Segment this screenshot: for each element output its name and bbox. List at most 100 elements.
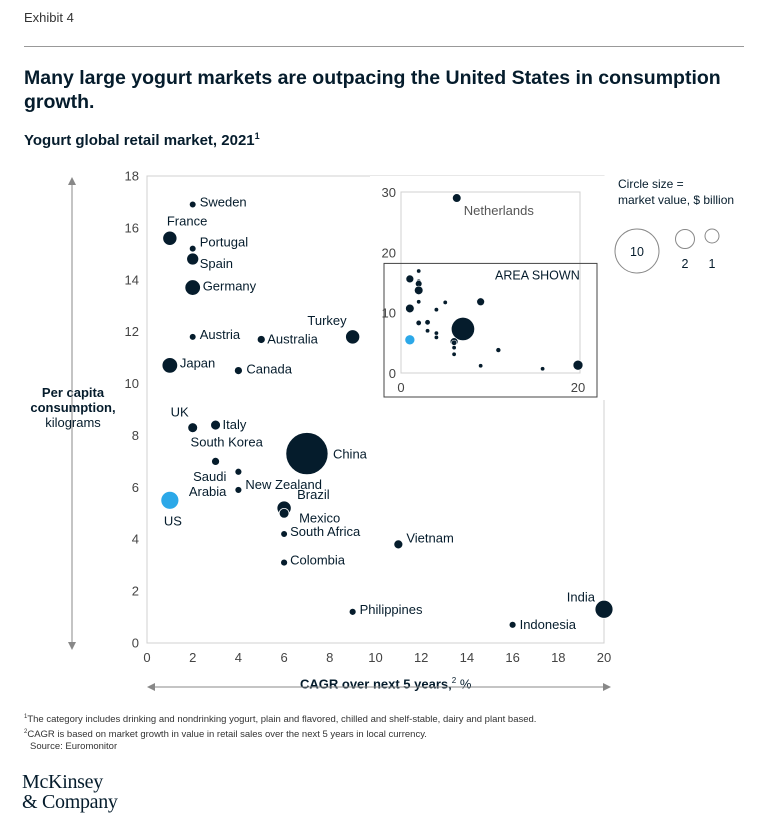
- x-tick-label: 0: [143, 650, 150, 665]
- data-point: [280, 530, 288, 538]
- logo-line1: McKinsey: [22, 771, 103, 793]
- inset-data-point: [442, 299, 448, 305]
- subtitle-text: Yogurt global retail market, 2021: [24, 132, 255, 149]
- data-label: France: [167, 213, 207, 228]
- chart-marks: Sweden France Portugal Spain Germany Austria A…: [160, 195, 614, 632]
- subtitle-footnote-mark: 1: [254, 131, 260, 141]
- size-legend-line1: Circle size =: [618, 177, 684, 191]
- inset-x-tick-label: 20: [571, 380, 585, 395]
- data-label: Portugal: [200, 235, 249, 250]
- y-arrow-up-icon: [68, 177, 76, 185]
- data-label: Canada: [246, 362, 292, 377]
- inset-data-point: [540, 366, 546, 372]
- size-legend-value: 10: [630, 245, 644, 259]
- data-label: Australia: [267, 331, 318, 346]
- y-tick-label: 4: [132, 532, 139, 547]
- inset-data-point: [451, 345, 457, 351]
- y-tick-label: 0: [132, 636, 139, 651]
- footnote-2: 2CAGR is based on market growth in value…: [24, 729, 427, 741]
- inset-x-tick-label: 0: [397, 380, 404, 395]
- inset-data-point: [414, 285, 424, 295]
- x-tick-label: 16: [505, 650, 519, 665]
- inset-y-tick-label: 20: [382, 245, 396, 260]
- x-tick-label: 10: [368, 650, 382, 665]
- x-axis-label-unit: %: [459, 676, 472, 692]
- inset-data-label: Netherlands: [464, 203, 535, 218]
- data-point: [188, 333, 197, 341]
- x-tick-label: 8: [326, 650, 333, 665]
- logo-line2: & Company: [22, 791, 118, 813]
- data-point: [188, 244, 197, 253]
- size-legend-value: 1: [709, 257, 716, 271]
- data-label: Japan: [180, 355, 215, 370]
- x-arrow-right-icon: [603, 683, 611, 691]
- data-point: [233, 366, 243, 376]
- data-label: Sweden: [200, 195, 247, 210]
- x-tick-label: 6: [280, 650, 287, 665]
- inset-background: [370, 176, 606, 400]
- y-axis-label-unit: kilograms: [45, 415, 101, 430]
- data-point: [508, 620, 517, 629]
- inset-data-point: [425, 328, 431, 334]
- data-label: US: [164, 513, 182, 528]
- data-label: Germany: [203, 279, 257, 294]
- inset-data-point: [405, 274, 415, 284]
- data-point: [210, 419, 221, 431]
- data-point: [256, 335, 266, 344]
- data-label: Austria: [200, 327, 241, 342]
- x-axis-label-bold: CAGR over next 5 years,: [300, 676, 452, 692]
- y-axis-label: Per capita consumption, kilograms: [16, 385, 130, 430]
- data-label: China: [333, 447, 368, 462]
- exhibit-label: Exhibit 4: [24, 10, 74, 25]
- data-point: [188, 200, 197, 209]
- data-label: New Zealand: [245, 477, 322, 492]
- x-tick-label: 2: [189, 650, 196, 665]
- y-tick-label: 18: [125, 169, 139, 184]
- data-point: [234, 467, 243, 476]
- size-legend-title: Circle size = market value, $ billion: [618, 176, 758, 208]
- y-tick-label: 8: [132, 428, 139, 443]
- size-legend-value: 2: [682, 257, 689, 271]
- source-note: Source: Euromonitor: [30, 741, 118, 753]
- data-label: Italy: [223, 417, 247, 432]
- data-point: [161, 357, 179, 374]
- x-tick-label: 4: [235, 650, 242, 665]
- inset-data-point: [495, 347, 502, 353]
- data-point: [278, 507, 290, 519]
- y-tick-label: 2: [132, 584, 139, 599]
- data-point: [160, 490, 180, 510]
- inset-chart: 0 10 20 30 0 20 Netherlands AREA SHOWN: [370, 176, 606, 400]
- x-arrow-left-icon: [147, 683, 155, 691]
- data-point: [162, 230, 178, 246]
- x-axis-label: CAGR over next 5 years,2 %: [300, 676, 471, 691]
- data-label: Brazil: [297, 487, 330, 502]
- data-label: Arabia: [189, 484, 227, 499]
- data-point: [285, 432, 329, 476]
- data-label: Saudi: [193, 469, 226, 484]
- y-tick-label: 12: [125, 324, 139, 339]
- inset-data-point: [451, 317, 475, 341]
- y-tick-label: 16: [125, 220, 139, 235]
- data-label: Mexico: [299, 510, 340, 525]
- data-point: [211, 456, 220, 466]
- x-tick-label: 18: [551, 650, 565, 665]
- inset-data-point: [451, 351, 457, 357]
- chart-headline: Many large yogurt markets are outpacing …: [24, 67, 721, 113]
- data-label: Spain: [200, 256, 233, 271]
- area-shown-box: [383, 262, 598, 398]
- inset-y-tick-label: 30: [382, 185, 396, 200]
- data-point: [186, 252, 200, 266]
- axis-arrows: [68, 177, 611, 691]
- x-axis-footnote-mark: 2: [451, 676, 457, 685]
- data-point: [348, 607, 357, 616]
- inset-data-point: [433, 307, 439, 313]
- size-legend: 10 2 1: [614, 228, 720, 274]
- inset-data-point: [404, 334, 416, 346]
- y-tick-label: 6: [132, 480, 139, 495]
- data-label: Philippines: [360, 602, 423, 617]
- area-shown-label: AREA SHOWN: [495, 268, 580, 282]
- size-legend-line2: market value, $ billion: [618, 193, 735, 207]
- inset-data-point: [572, 359, 584, 371]
